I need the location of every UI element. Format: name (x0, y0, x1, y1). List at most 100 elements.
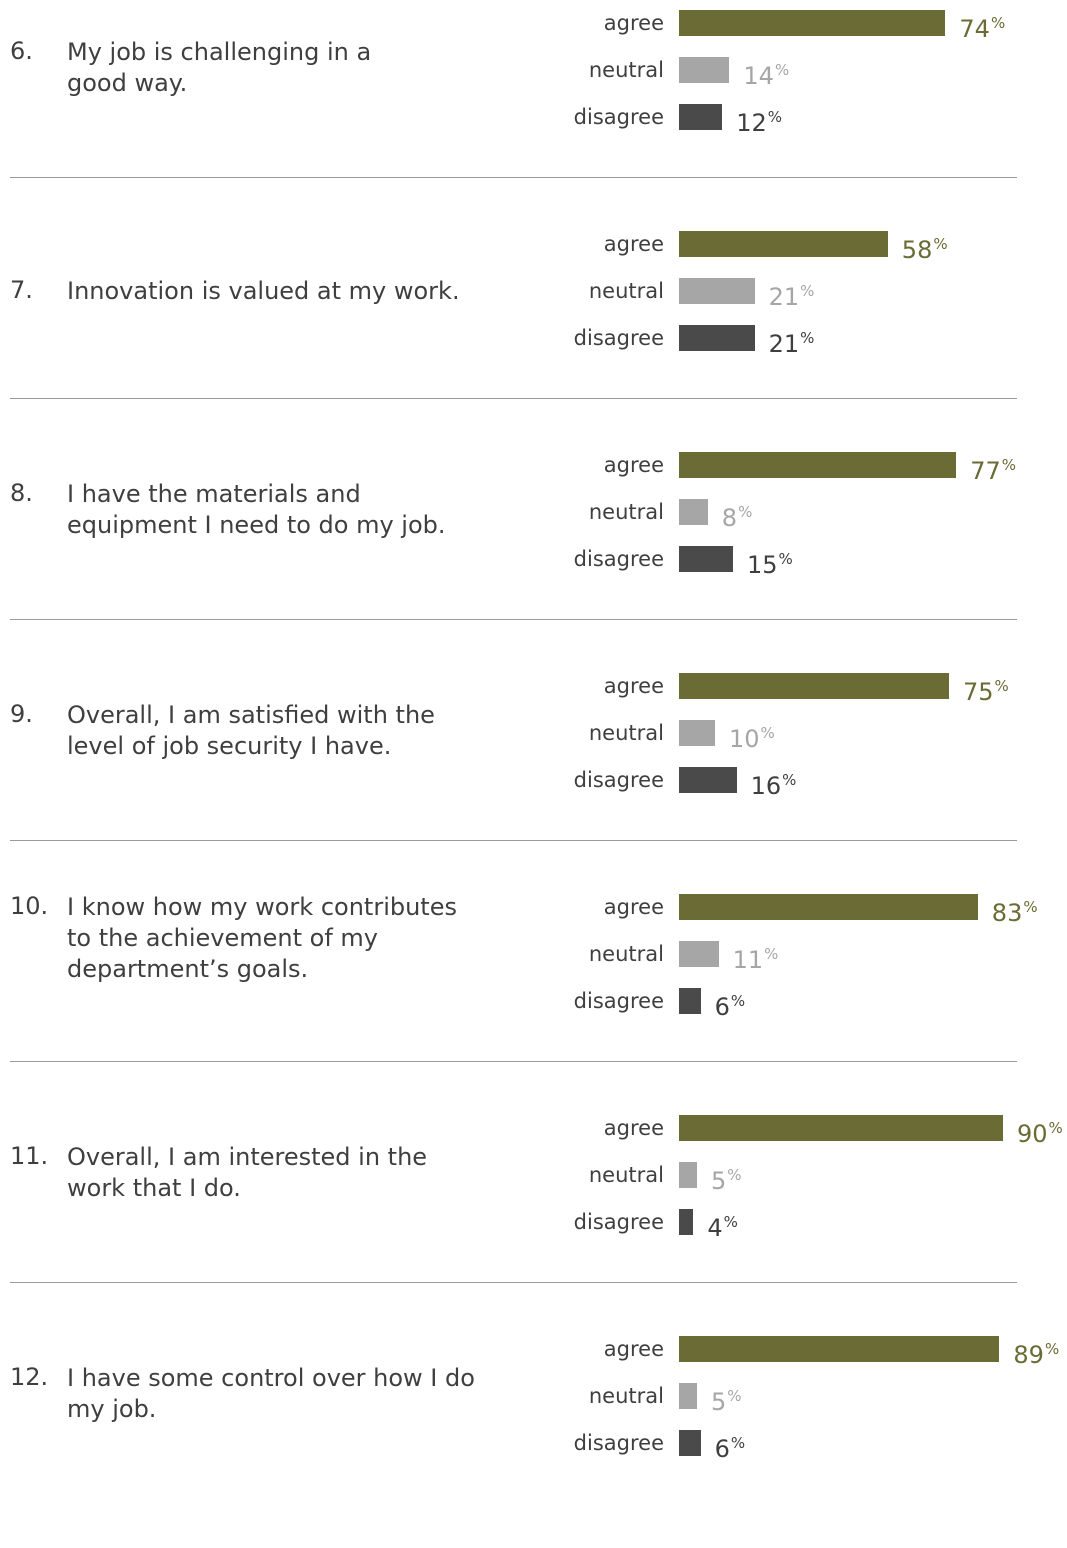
response-row-neutral: neutral 5% (0, 1381, 1067, 1416)
value-number: 14 (743, 62, 774, 90)
value-label: 11% (733, 939, 779, 975)
question-number: 12. (10, 1363, 49, 1391)
percent-sign: % (800, 329, 815, 347)
category-label: neutral (588, 942, 664, 966)
value-number: 5 (711, 1388, 727, 1416)
bar-disagree (679, 1430, 701, 1456)
value-label: 14% (743, 55, 789, 91)
percent-sign: % (764, 945, 779, 963)
response-row-agree: agree 58% (0, 229, 1067, 264)
percent-sign: % (738, 503, 753, 521)
question-text-line: to the achievement of my (67, 923, 378, 952)
response-row-disagree: disagree 15% (0, 544, 1067, 579)
question-text-line: department’s goals. (67, 954, 309, 983)
value-number: 10 (729, 725, 760, 753)
category-label: neutral (588, 721, 664, 745)
percent-sign: % (800, 282, 815, 300)
category-label: agree (603, 1116, 664, 1140)
question-text: I have some control over how I do my job. (67, 1363, 497, 1425)
category-label: disagree (573, 326, 664, 350)
category-label: disagree (573, 1210, 664, 1234)
value-label: 15% (747, 544, 793, 580)
percent-sign: % (1048, 1119, 1063, 1137)
bar-neutral (679, 57, 730, 83)
bar-disagree (679, 546, 733, 572)
bar-agree (679, 1336, 1000, 1362)
response-row-disagree: disagree 16% (0, 765, 1067, 800)
percent-sign: % (778, 550, 793, 568)
value-label: 77% (970, 450, 1016, 486)
response-row-disagree: disagree 4% (0, 1207, 1067, 1242)
bar-agree (679, 1115, 1003, 1141)
section-divider (10, 398, 1017, 399)
section-divider (10, 1061, 1017, 1062)
response-row-agree: agree 77% (0, 450, 1067, 485)
value-number: 90 (1017, 1120, 1048, 1148)
value-label: 16% (751, 765, 797, 801)
value-number: 16 (750, 772, 782, 800)
question-text-line: my job. (67, 1395, 157, 1423)
value-label: 5% (711, 1381, 742, 1417)
value-number: 75 (963, 678, 994, 706)
question-text-line: work that I do. (67, 1174, 241, 1202)
question-block: 10. I know how my work contributes to the … (0, 886, 1067, 1106)
value-number: 15 (747, 551, 778, 579)
question-block: 12. I have some control over how I do my j… (0, 1328, 1067, 1548)
question-text: Innovation is valued at my work. (67, 276, 497, 307)
category-label: neutral (588, 58, 664, 82)
value-label: 10% (729, 718, 775, 754)
percent-sign: % (727, 1166, 742, 1184)
bar-agree (679, 231, 888, 257)
bar-neutral (679, 1383, 697, 1409)
response-row-neutral: neutral 14% (0, 55, 1067, 90)
value-label: 12% (736, 102, 782, 138)
response-row-neutral: neutral 11% (0, 939, 1067, 974)
bar-disagree (679, 104, 723, 130)
percent-sign: % (727, 1387, 742, 1405)
value-number: 5 (711, 1167, 727, 1195)
category-label: agree (603, 1337, 664, 1361)
value-number: 77 (970, 457, 1001, 485)
question-block: 11. Overall, I am interested in the work t… (0, 1107, 1067, 1327)
category-label: disagree (573, 547, 664, 571)
question-number: 6. (10, 37, 33, 65)
question-text-line: My job is challenging in a (67, 38, 372, 66)
category-label: agree (603, 11, 664, 35)
response-row-disagree: disagree 21% (0, 323, 1067, 358)
value-number: 11 (732, 946, 764, 974)
bar-agree (679, 673, 949, 699)
question-text-line: Overall, I am interested in the (67, 1143, 428, 1171)
value-label: 8% (722, 497, 753, 533)
question-number: 8. (10, 479, 33, 507)
category-label: neutral (588, 1384, 664, 1408)
question-text-line: level of job security I have. (67, 732, 392, 760)
value-number: 6 (714, 993, 730, 1021)
bar-agree (679, 10, 946, 36)
response-row-neutral: neutral 21% (0, 276, 1067, 311)
value-label: 58% (902, 229, 948, 265)
category-label: neutral (588, 279, 664, 303)
section-divider (10, 619, 1017, 620)
percent-sign: % (730, 1434, 746, 1452)
question-text-line: I have the materials and (67, 480, 361, 508)
response-row-neutral: neutral 8% (0, 497, 1067, 532)
bar-disagree (679, 325, 755, 351)
question-text-line: equipment I need to do my job. (67, 511, 446, 539)
category-label: disagree (573, 1431, 664, 1455)
value-number: 21 (768, 330, 800, 358)
percent-sign: % (994, 677, 1009, 695)
percent-sign: % (767, 108, 782, 126)
response-row-disagree: disagree 12% (0, 102, 1067, 137)
percent-sign: % (774, 61, 790, 79)
response-row-agree: agree 90% (0, 1113, 1067, 1148)
bar-agree (679, 894, 978, 920)
section-divider (10, 177, 1017, 178)
question-number: 7. (10, 275, 33, 304)
question-number: 9. (10, 700, 33, 728)
bar-neutral (679, 720, 715, 746)
value-label: 21% (769, 276, 815, 312)
bar-neutral (679, 278, 755, 304)
question-text: I have the materials and equipment I need… (67, 479, 497, 541)
question-block: 8. I have the materials and equipment I ne… (0, 444, 1067, 664)
survey-results: 6. My job is challenging in a good way. agr… (0, 10, 1067, 1463)
